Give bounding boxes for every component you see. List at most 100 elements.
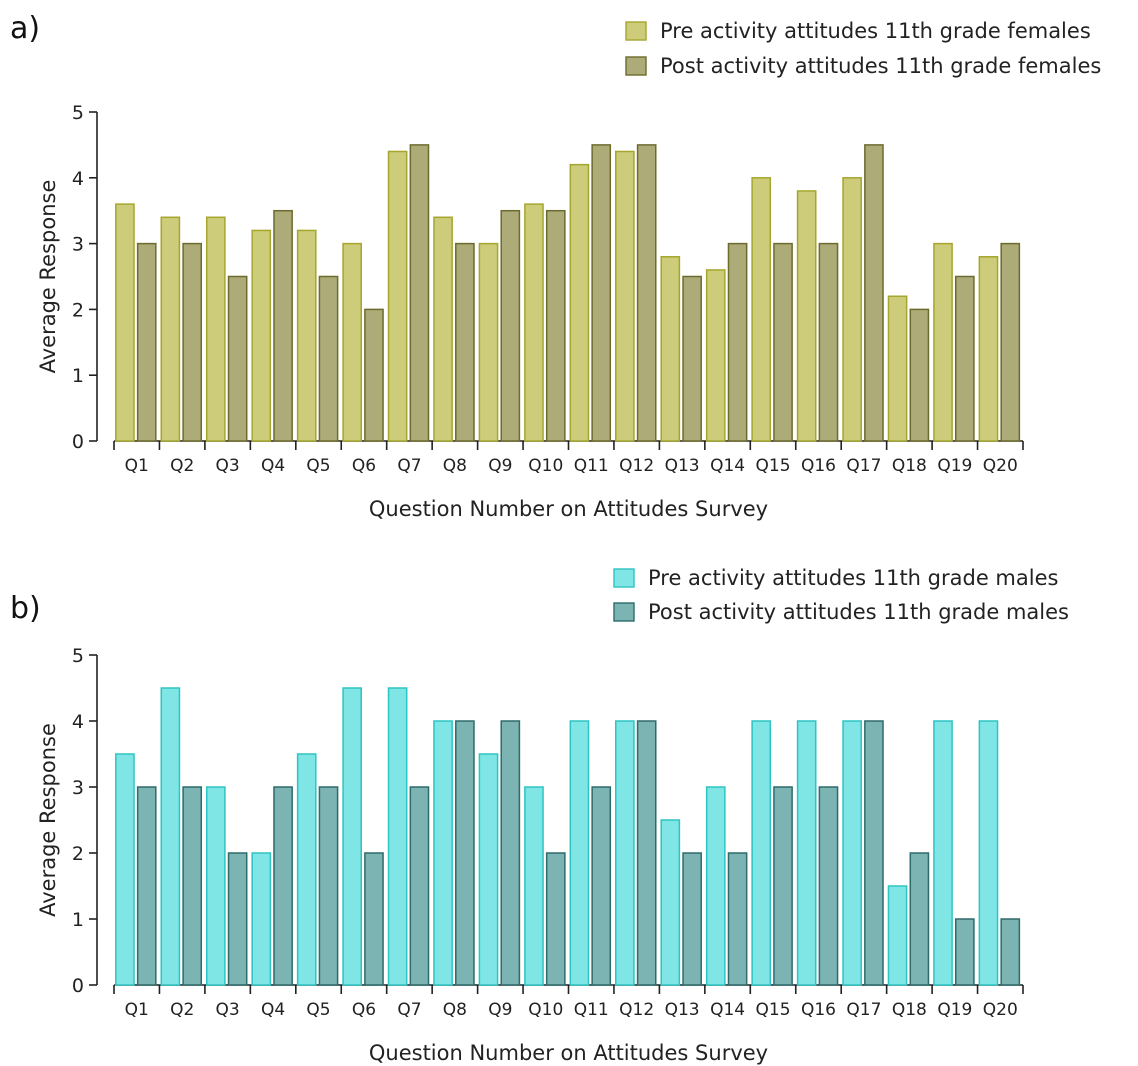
bar-pre-q3 bbox=[207, 787, 225, 985]
bar-pre-q17 bbox=[843, 178, 861, 441]
x-category-label: Q20 bbox=[983, 1000, 1018, 1020]
x-category-label: Q2 bbox=[170, 1000, 194, 1020]
x-category-label: Q8 bbox=[443, 456, 467, 476]
bar-post-q15 bbox=[774, 244, 792, 441]
x-axis-title: Question Number on Attitudes Survey bbox=[369, 1041, 768, 1065]
bar-post-q5 bbox=[319, 277, 337, 442]
x-category-label: Q6 bbox=[352, 1000, 376, 1020]
bar-post-q7 bbox=[410, 145, 428, 441]
panel-label: a) bbox=[10, 11, 40, 46]
bar-pre-q11 bbox=[570, 165, 588, 441]
x-category-label: Q13 bbox=[665, 456, 700, 476]
x-category-label: Q12 bbox=[619, 1000, 654, 1020]
x-category-label: Q7 bbox=[397, 456, 421, 476]
legend-swatch-1 bbox=[614, 569, 634, 587]
bar-post-q12 bbox=[638, 721, 656, 985]
bar-post-q17 bbox=[865, 145, 883, 441]
bar-pre-q17 bbox=[843, 721, 861, 985]
y-tick-label: 5 bbox=[72, 645, 84, 667]
bar-post-q15 bbox=[774, 787, 792, 985]
x-category-label: Q1 bbox=[125, 1000, 149, 1020]
bar-post-q14 bbox=[728, 853, 746, 985]
y-tick-label: 2 bbox=[72, 299, 84, 321]
bar-pre-q12 bbox=[616, 151, 634, 441]
legend-swatch-2 bbox=[626, 57, 646, 75]
x-category-label: Q3 bbox=[216, 1000, 240, 1020]
bar-post-q13 bbox=[683, 277, 701, 442]
x-category-label: Q4 bbox=[261, 1000, 285, 1020]
x-category-label: Q7 bbox=[397, 1000, 421, 1020]
bar-pre-q5 bbox=[298, 230, 316, 441]
bar-pre-q8 bbox=[434, 217, 452, 441]
legend-label-2: Post activity attitudes 11th grade femal… bbox=[660, 54, 1101, 78]
bar-pre-q10 bbox=[525, 204, 543, 441]
bar-post-q6 bbox=[365, 853, 383, 985]
bar-post-q6 bbox=[365, 309, 383, 441]
bar-pre-q7 bbox=[389, 688, 407, 985]
bar-pre-q4 bbox=[252, 230, 270, 441]
x-category-label: Q17 bbox=[846, 1000, 881, 1020]
bar-pre-q11 bbox=[570, 721, 588, 985]
x-category-label: Q16 bbox=[801, 1000, 836, 1020]
bar-post-q2 bbox=[183, 787, 201, 985]
bar-post-q1 bbox=[138, 244, 156, 441]
bar-post-q18 bbox=[910, 853, 928, 985]
bar-post-q20 bbox=[1001, 244, 1019, 441]
bar-pre-q13 bbox=[661, 257, 679, 441]
y-tick-label: 3 bbox=[72, 234, 84, 256]
bar-pre-q9 bbox=[479, 244, 497, 441]
x-category-label: Q14 bbox=[710, 1000, 745, 1020]
legend-label-1: Pre activity attitudes 11th grade males bbox=[648, 566, 1058, 590]
bar-pre-q6 bbox=[343, 244, 361, 441]
y-axis-title: Average Response bbox=[36, 723, 60, 917]
legend-label-2: Post activity attitudes 11th grade males bbox=[648, 600, 1069, 624]
bar-post-q9 bbox=[501, 721, 519, 985]
y-tick-label: 1 bbox=[72, 909, 84, 931]
bar-post-q10 bbox=[547, 211, 565, 441]
chart-panel-2: b) Pre activity attitudes 11th grade male… bbox=[10, 566, 1069, 1065]
panel-label: b) bbox=[10, 591, 41, 626]
x-category-label: Q19 bbox=[937, 456, 972, 476]
bar-post-q14 bbox=[728, 244, 746, 441]
legend-swatch-2 bbox=[614, 603, 634, 621]
x-category-label: Q16 bbox=[801, 456, 836, 476]
x-category-label: Q1 bbox=[125, 456, 149, 476]
y-tick-label: 0 bbox=[72, 975, 84, 997]
bar-pre-q18 bbox=[888, 296, 906, 441]
x-category-label: Q9 bbox=[488, 456, 512, 476]
bar-pre-q14 bbox=[707, 787, 725, 985]
x-category-label: Q5 bbox=[306, 1000, 330, 1020]
bar-post-q11 bbox=[592, 145, 610, 441]
bar-pre-q10 bbox=[525, 787, 543, 985]
x-axis-title: Question Number on Attitudes Survey bbox=[369, 497, 768, 521]
bar-post-q17 bbox=[865, 721, 883, 985]
bar-post-q9 bbox=[501, 211, 519, 441]
x-category-label: Q11 bbox=[574, 456, 609, 476]
bar-pre-q5 bbox=[298, 754, 316, 985]
x-category-label: Q18 bbox=[892, 456, 927, 476]
x-category-label: Q15 bbox=[756, 1000, 791, 1020]
x-category-label: Q3 bbox=[216, 456, 240, 476]
bar-pre-q9 bbox=[479, 754, 497, 985]
bar-pre-q12 bbox=[616, 721, 634, 985]
bar-post-q1 bbox=[138, 787, 156, 985]
x-category-label: Q10 bbox=[528, 456, 563, 476]
x-category-label: Q2 bbox=[170, 456, 194, 476]
bar-pre-q2 bbox=[161, 217, 179, 441]
x-category-label: Q18 bbox=[892, 1000, 927, 1020]
y-axis-title: Average Response bbox=[36, 180, 60, 374]
bar-post-q8 bbox=[456, 244, 474, 441]
bar-pre-q15 bbox=[752, 178, 770, 441]
y-tick-label: 2 bbox=[72, 843, 84, 865]
bar-pre-q2 bbox=[161, 688, 179, 985]
bar-post-q8 bbox=[456, 721, 474, 985]
x-category-label: Q11 bbox=[574, 1000, 609, 1020]
bar-post-q18 bbox=[910, 309, 928, 441]
bar-post-q5 bbox=[319, 787, 337, 985]
bar-post-q20 bbox=[1001, 919, 1019, 985]
bar-post-q16 bbox=[819, 787, 837, 985]
y-tick-label: 0 bbox=[72, 431, 84, 453]
bar-pre-q1 bbox=[116, 204, 134, 441]
x-category-label: Q8 bbox=[443, 1000, 467, 1020]
